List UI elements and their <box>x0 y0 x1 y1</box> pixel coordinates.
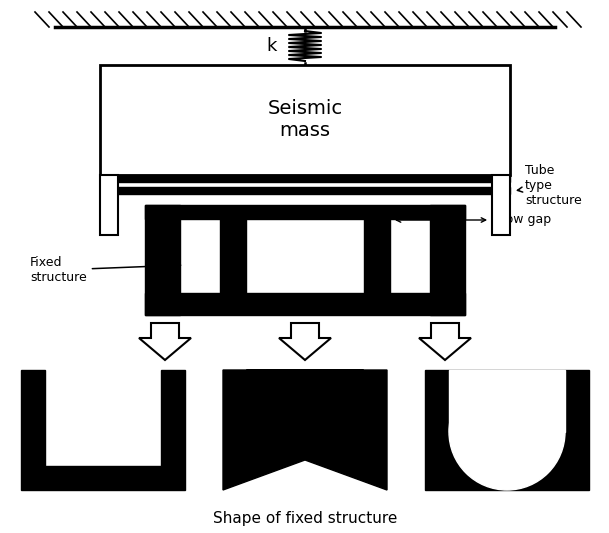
Bar <box>492 175 510 235</box>
Text: k: k <box>267 37 277 55</box>
Text: Seismic
mass: Seismic mass <box>267 100 342 141</box>
Polygon shape <box>419 323 471 360</box>
Text: Flow gap: Flow gap <box>495 214 551 227</box>
Polygon shape <box>279 323 331 360</box>
Polygon shape <box>223 370 387 490</box>
Text: Shape of fixed structure: Shape of fixed structure <box>213 511 397 526</box>
Bar <box>430 205 465 315</box>
Bar <box>145 205 465 219</box>
Bar <box>364 219 390 293</box>
Bar <box>100 65 510 175</box>
Bar <box>425 370 589 490</box>
Bar <box>449 370 565 432</box>
Bar <box>100 175 510 182</box>
Bar <box>100 187 510 194</box>
Polygon shape <box>139 323 191 360</box>
Bar <box>220 219 246 293</box>
Bar <box>100 175 118 235</box>
Circle shape <box>449 374 565 490</box>
Text: Fixed
structure: Fixed structure <box>30 256 180 284</box>
Text: Tube
type
structure: Tube type structure <box>518 164 582 206</box>
Bar <box>145 293 465 315</box>
Polygon shape <box>21 370 185 490</box>
Bar <box>145 205 180 315</box>
